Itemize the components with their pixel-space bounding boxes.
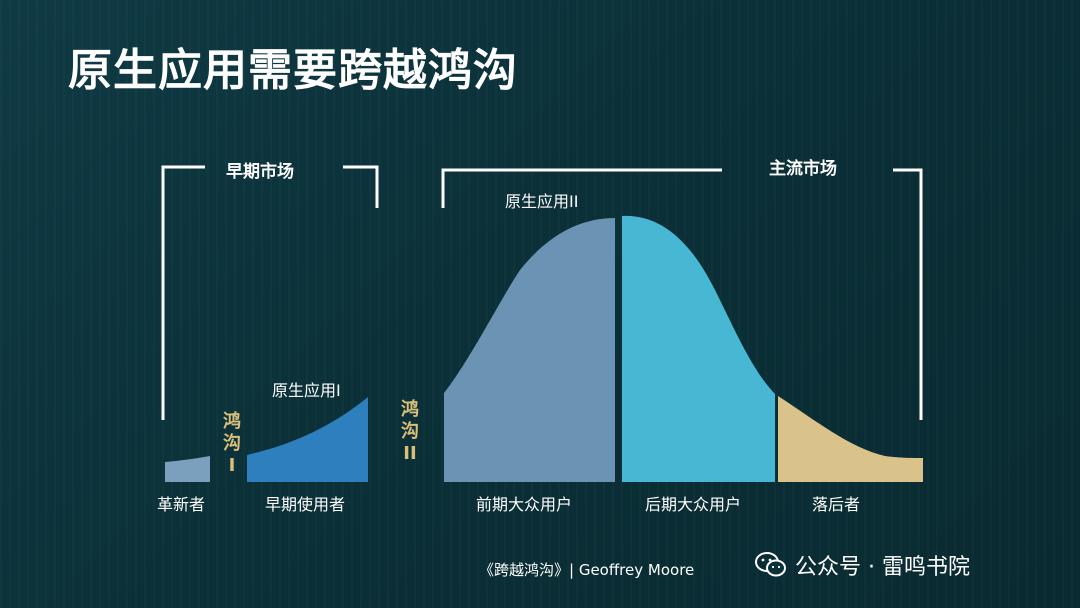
early-market-label: 早期市场 — [226, 162, 294, 182]
chasm-1-char-2: 沟 — [223, 433, 241, 454]
mainstream-market-bracket — [441, 168, 722, 208]
page-title: 原生应用需要跨越鸿沟 — [68, 45, 518, 96]
chasm-2-char-3: II — [403, 443, 417, 464]
laggards-segment — [778, 396, 923, 482]
early-market-bracket — [161, 165, 205, 420]
chasm-1-char-3: I — [228, 455, 236, 476]
early-majority-label: 前期大众用户 — [476, 495, 573, 514]
chasm-2-label: 鸿 沟 II — [397, 399, 423, 465]
chasm-2-char-2: 沟 — [401, 421, 419, 442]
app-2-label: 原生应用II — [505, 192, 579, 211]
early-majority-segment — [444, 218, 615, 482]
mainstream-market-bracket-right — [893, 168, 923, 420]
source-credit: 《跨越鸿沟》| Geoffrey Moore — [479, 561, 695, 579]
innovators-segment — [165, 456, 210, 482]
chasm-1-char-1: 鸿 — [223, 411, 241, 432]
early-adopters-label: 早期使用者 — [265, 495, 346, 514]
brand-text: 公众号 · 雷鸣书院 — [795, 555, 970, 580]
late-majority-segment — [622, 215, 775, 482]
chasm-1-label: 鸿 沟 I — [219, 411, 245, 477]
innovators-label: 革新者 — [157, 495, 206, 514]
early-market-bracket-right — [343, 165, 379, 208]
mainstream-market-label: 主流市场 — [769, 159, 837, 179]
early-adopters-segment — [247, 397, 368, 482]
brand-watermark: 公众号 · 雷鸣书院 — [755, 549, 970, 581]
laggards-label: 落后者 — [812, 495, 861, 514]
app-1-label: 原生应用I — [272, 381, 341, 400]
wechat-icon — [755, 552, 786, 577]
chasm-2-char-1: 鸿 — [401, 399, 419, 420]
late-majority-label: 后期大众用户 — [645, 495, 742, 514]
